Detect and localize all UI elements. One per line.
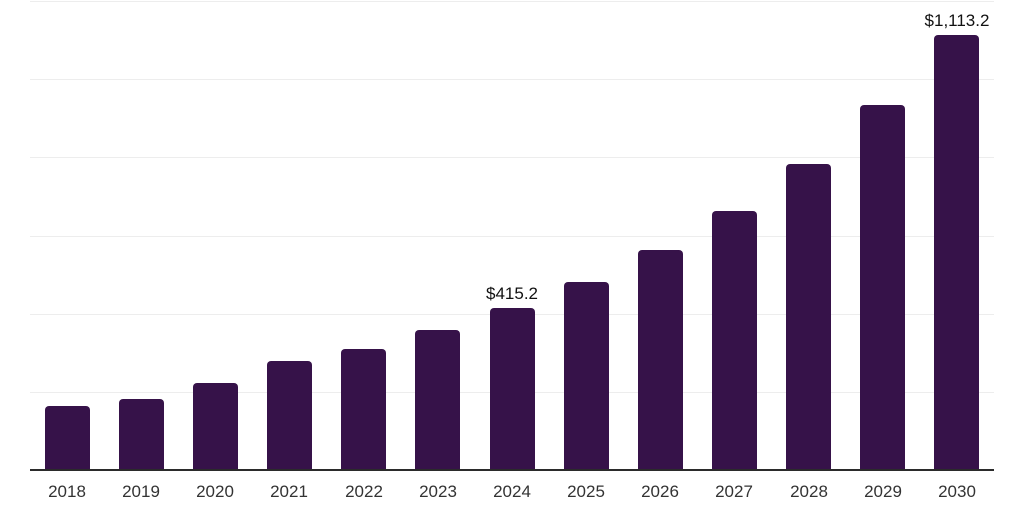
x-tick-2029: 2029 (864, 482, 902, 501)
bar-2022[interactable] (341, 349, 386, 470)
x-tick-2028: 2028 (790, 482, 828, 501)
x-tick-2030: 2030 (938, 482, 976, 501)
x-axis-line (30, 469, 994, 471)
bar-2027[interactable] (712, 211, 757, 470)
x-tick-2023: 2023 (419, 482, 457, 501)
x-tick-2025: 2025 (567, 482, 605, 501)
gridline-600 (30, 236, 994, 237)
bar-2029[interactable] (860, 105, 905, 470)
gridline-800 (30, 157, 994, 158)
gridline-1200 (30, 1, 994, 2)
x-tick-2018: 2018 (48, 482, 86, 501)
bar-2026[interactable] (638, 250, 683, 470)
bar-2023[interactable] (415, 330, 460, 470)
bar-2020[interactable] (193, 383, 238, 470)
x-tick-2026: 2026 (641, 482, 679, 501)
x-tick-2019: 2019 (122, 482, 160, 501)
gridline-1000 (30, 79, 994, 80)
x-tick-2027: 2027 (715, 482, 753, 501)
bar-2028[interactable] (786, 164, 831, 470)
x-tick-2020: 2020 (196, 482, 234, 501)
bar-value-label-2024: $415.2 (486, 284, 538, 303)
bar-2024[interactable] (490, 308, 535, 470)
x-tick-2021: 2021 (270, 482, 308, 501)
x-tick-2022: 2022 (345, 482, 383, 501)
bar-2030[interactable] (934, 35, 979, 470)
bar-2019[interactable] (119, 399, 164, 470)
bar-2021[interactable] (267, 361, 312, 470)
bar-value-label-2030: $1,113.2 (924, 11, 990, 30)
bar-2025[interactable] (564, 282, 609, 470)
bar-2018[interactable] (45, 406, 90, 470)
x-tick-2024: 2024 (493, 482, 531, 501)
